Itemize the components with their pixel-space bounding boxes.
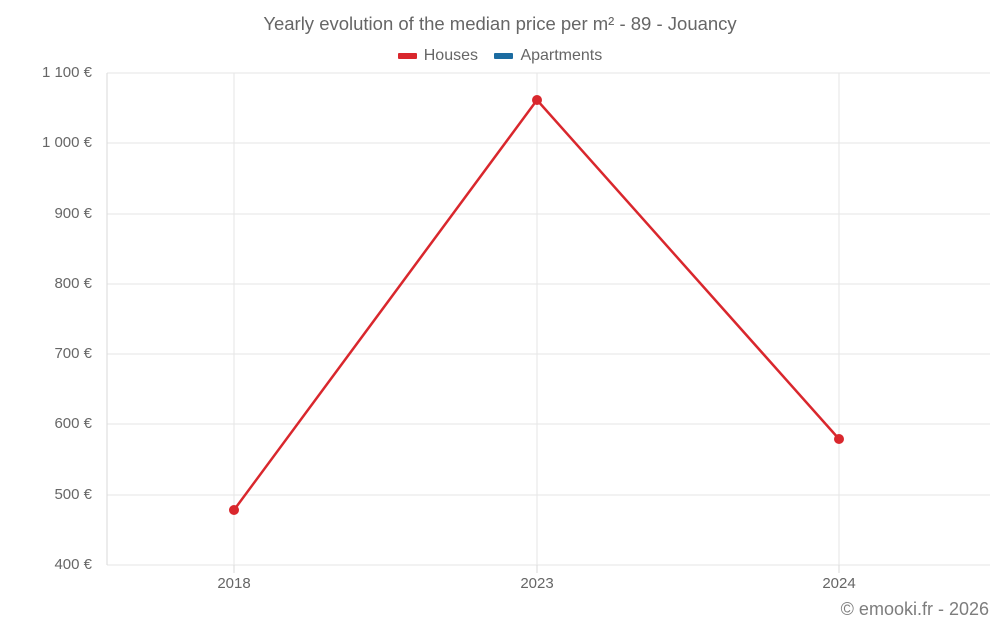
svg-text:900 €: 900 € [54,205,92,222]
svg-text:800 €: 800 € [54,275,92,292]
svg-text:700 €: 700 € [54,345,92,362]
svg-text:1 100 €: 1 100 € [42,64,93,81]
svg-text:400 €: 400 € [54,556,92,573]
svg-text:2024: 2024 [822,575,855,592]
svg-text:2023: 2023 [520,575,553,592]
svg-text:2018: 2018 [217,575,250,592]
svg-text:1 000 €: 1 000 € [42,134,93,151]
svg-text:500 €: 500 € [54,486,92,503]
svg-text:600 €: 600 € [54,415,92,432]
